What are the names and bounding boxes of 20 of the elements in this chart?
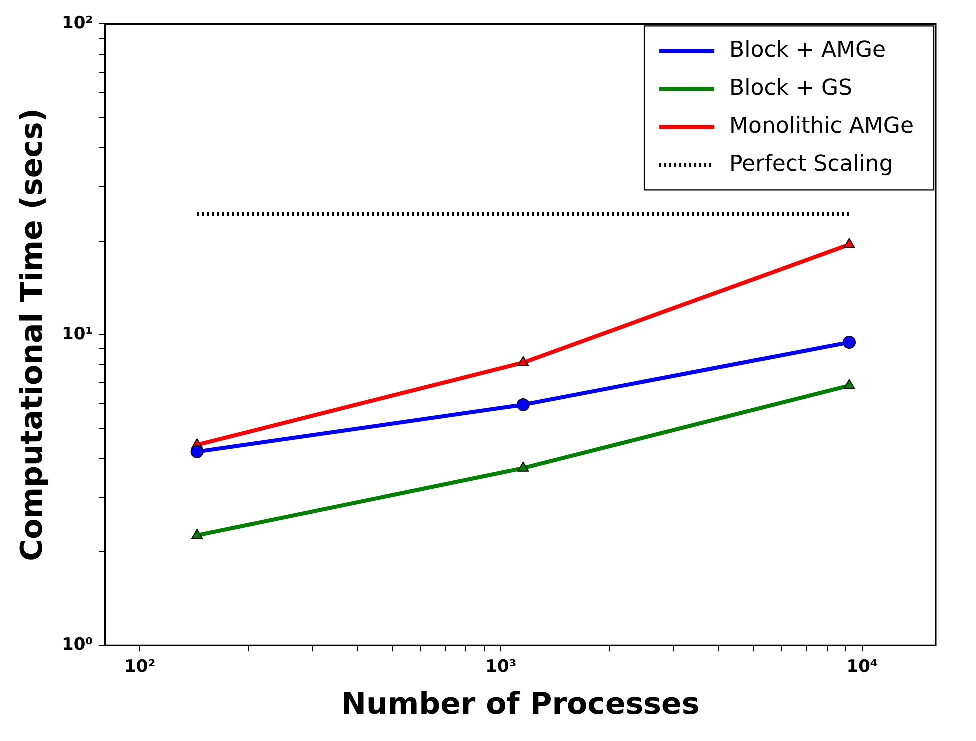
point	[844, 238, 856, 248]
legend-label: Block + AMGe	[730, 38, 886, 63]
point	[516, 398, 530, 412]
x-tick-label: 10⁴	[846, 657, 878, 678]
legend-label: Block + GS	[730, 76, 852, 101]
point	[192, 529, 203, 540]
x-tick-label: 10³	[486, 657, 517, 678]
y-tick-label: 10¹	[62, 324, 94, 344]
point	[518, 462, 530, 472]
point	[842, 336, 856, 350]
x-axis-title: Number of Processes	[341, 686, 700, 722]
y-axis-title: Computational Time (secs)	[14, 108, 50, 562]
y-tick-label: 10²	[62, 14, 94, 34]
point	[844, 379, 856, 390]
legend-label: Monolithic AMGe	[730, 114, 914, 139]
x-tick-label: 10²	[124, 657, 156, 678]
legend-label: Perfect Scaling	[730, 152, 894, 177]
point	[190, 445, 204, 458]
y-tick-label: 10⁰	[62, 635, 94, 656]
point	[518, 356, 530, 366]
